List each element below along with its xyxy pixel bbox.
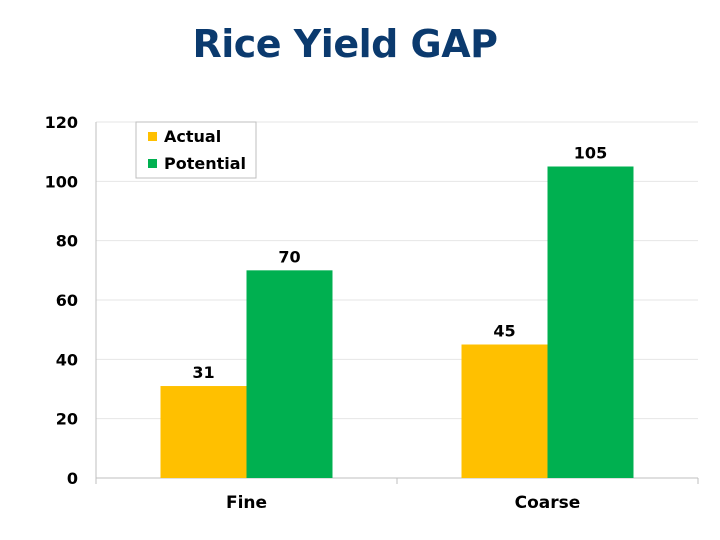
legend-box [135,121,257,179]
chart-title: Rice Yield GAP [192,22,498,66]
data-label: 105 [574,144,607,163]
bar-actual-coarse [461,344,548,478]
y-tick-label: 80 [56,232,78,251]
y-tick-label: 60 [56,291,78,310]
data-label: 70 [278,247,300,266]
y-tick-label: 120 [45,113,78,132]
x-tick-label: Fine [226,493,267,513]
legend-swatch [148,132,157,141]
bars [160,166,634,478]
y-tick-label: 0 [67,469,78,488]
legend-label: Actual [164,127,221,146]
data-label: 31 [192,363,214,382]
y-tick-label: 100 [45,172,78,191]
y-tick-label: 40 [56,350,78,369]
data-label: 45 [493,322,515,341]
bar-actual-fine [160,386,247,478]
x-tick-label: Coarse [515,493,581,513]
legend: Actual Potential [135,121,257,179]
legend-swatch [148,159,157,168]
y-tick-label: 20 [56,410,78,429]
bar-potential-fine [246,270,333,478]
bar-potential-coarse [547,166,634,478]
labels: 0 20 40 60 80 100 120 31 70 Fine 45 105 Coarse [45,113,608,513]
legend-label: Potential [164,154,246,173]
